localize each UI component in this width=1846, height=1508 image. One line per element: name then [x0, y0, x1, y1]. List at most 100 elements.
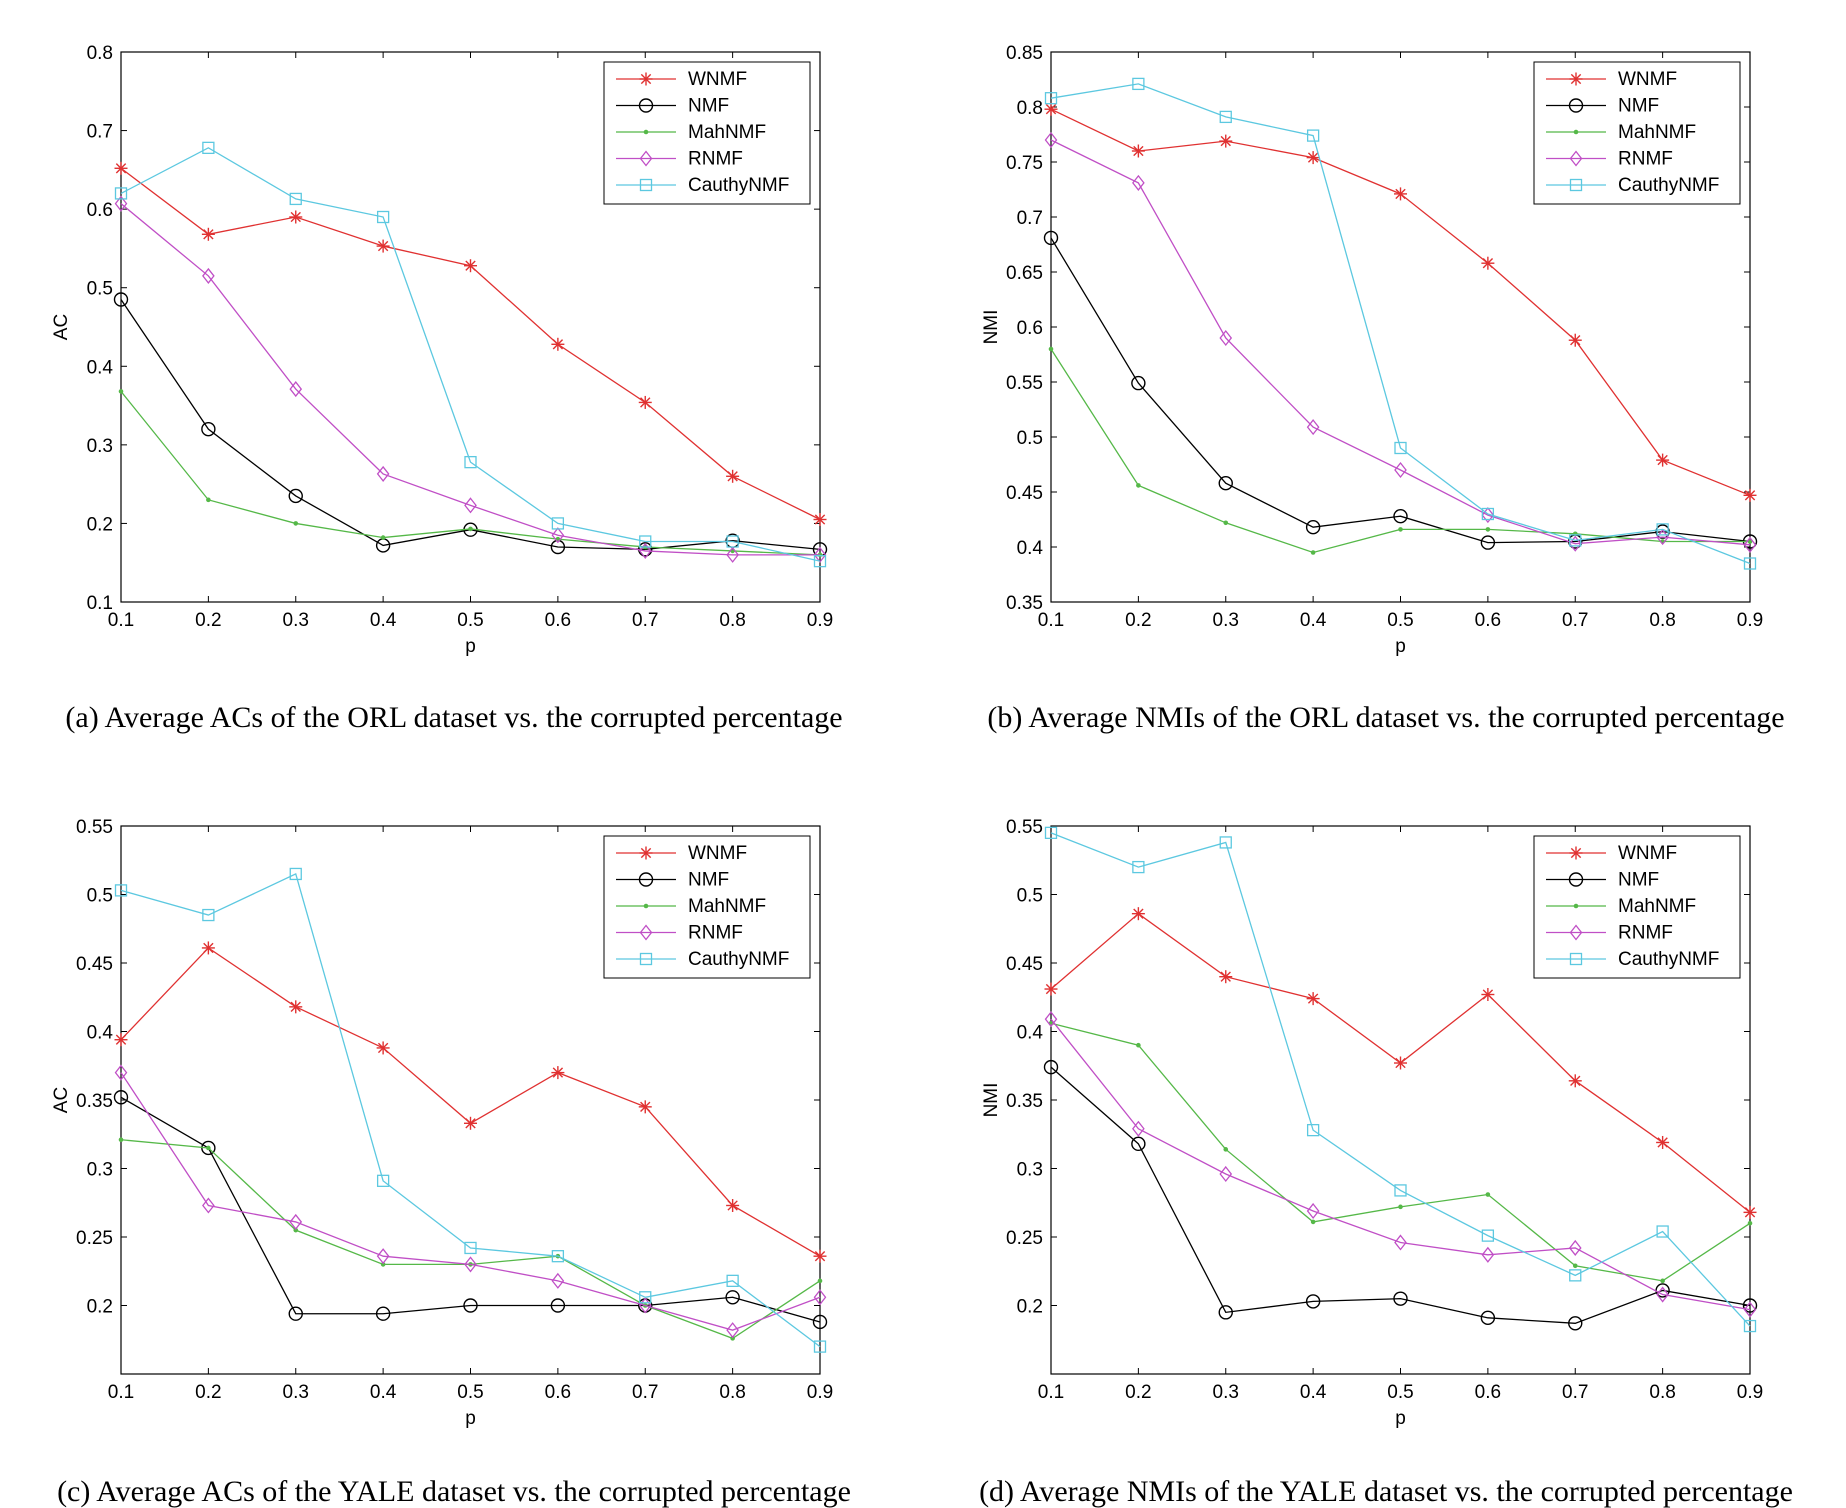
y-tick-label: 0.8 — [1017, 98, 1043, 119]
data-point-rnmf — [464, 497, 477, 514]
data-point-nmf — [1218, 476, 1233, 491]
data-point-nmf — [1131, 1136, 1146, 1152]
legend-label-cauthynmf: CauthyNMF — [1618, 175, 1719, 196]
data-point-mahnmf — [1485, 527, 1491, 532]
legend-label-mahnmf: MahNMF — [1618, 896, 1696, 917]
y-tick-label: 0.55 — [76, 817, 113, 838]
legend: WNMF NMF MahNMF RNMF CauthyNMF — [1533, 61, 1741, 205]
y-tick-label: 0.85 — [1006, 43, 1043, 64]
y-tick-label: 0.5 — [87, 886, 113, 907]
legend: WNMF NMF MahNMF RNMF CauthyNMF — [603, 835, 811, 979]
x-tick-label: 0.1 — [108, 1382, 134, 1403]
legend-marker-rnmf — [639, 150, 653, 167]
data-point-rnmf — [1481, 1246, 1495, 1263]
legend-label-nmf: NMF — [688, 96, 729, 117]
data-point-mahnmf — [380, 1262, 386, 1267]
data-point-rnmf — [114, 1064, 128, 1081]
data-point-rnmf — [813, 546, 827, 563]
legend-label-rnmf: RNMF — [1618, 923, 1673, 944]
data-point-cauthynmf — [1481, 1229, 1495, 1242]
data-point-cauthynmf — [289, 192, 302, 206]
x-tick-label: 0.7 — [1562, 610, 1588, 631]
data-point-rnmf — [1219, 1165, 1233, 1183]
data-point-cauthynmf — [1394, 441, 1407, 455]
data-point-nmf — [1568, 1316, 1583, 1331]
data-point-cauthynmf — [1132, 860, 1145, 874]
series-line-cauthynmf — [120, 147, 821, 562]
series-line-rnmf — [1050, 139, 1751, 546]
x-tick-label: 0.6 — [1475, 1382, 1501, 1403]
data-point-mahnmf — [206, 497, 211, 503]
legend-marker-wnmf — [639, 846, 653, 860]
legend-marker-nmf — [638, 872, 654, 887]
y-tick-label: 0.45 — [1006, 483, 1043, 504]
data-point-cauthynmf — [551, 517, 565, 530]
data-point-nmf — [812, 1314, 828, 1330]
data-point-cauthynmf — [289, 867, 302, 881]
data-point-rnmf — [1394, 461, 1407, 479]
series-line-nmf — [120, 1096, 821, 1323]
data-point-nmf — [288, 488, 303, 504]
y-tick-label: 0.5 — [1017, 428, 1043, 449]
data-point-rnmf — [1132, 174, 1145, 191]
series-cauthynmf — [1044, 77, 1757, 570]
data-point-mahnmf — [293, 1227, 299, 1233]
data-point-wnmf — [1044, 102, 1058, 116]
x-tick-label: 0.2 — [1125, 1382, 1151, 1403]
data-point-nmf — [1480, 1310, 1496, 1326]
data-point-cauthynmf — [813, 554, 827, 568]
data-point-cauthynmf — [1219, 836, 1232, 849]
data-point-wnmf — [1306, 151, 1320, 165]
y-tick-label: 0.55 — [1006, 817, 1043, 838]
caption-a: (a) Average ACs of the ORL dataset vs. t… — [65, 701, 842, 734]
data-point-wnmf — [289, 210, 303, 224]
legend-label-nmf: NMF — [1618, 870, 1659, 891]
data-point-mahnmf — [1398, 1204, 1403, 1210]
x-tick-label: 0.2 — [195, 1382, 221, 1403]
y-axis-label: NMI — [981, 1083, 1002, 1118]
data-point-cauthynmf — [813, 1340, 827, 1353]
legend-label-cauthynmf: CauthyNMF — [1618, 949, 1719, 970]
data-point-wnmf — [1568, 1074, 1582, 1088]
legend-label-rnmf: RNMF — [1618, 149, 1673, 170]
data-point-rnmf — [376, 1248, 390, 1265]
x-tick-label: 0.1 — [1038, 610, 1064, 631]
legend-label-wnmf: WNMF — [688, 843, 747, 864]
data-point-wnmf — [1481, 988, 1495, 1002]
y-tick-label: 0.4 — [87, 1023, 114, 1044]
data-point-cauthynmf — [1044, 92, 1058, 105]
data-point-rnmf — [551, 527, 565, 544]
series-cauthynmf — [1044, 826, 1757, 1333]
data-point-rnmf — [376, 465, 390, 482]
y-axis-label: AC — [51, 1087, 72, 1113]
data-point-rnmf — [1306, 419, 1320, 436]
data-point-rnmf — [202, 267, 215, 284]
data-point-mahnmf — [1747, 1221, 1753, 1226]
data-point-cauthynmf — [551, 1250, 565, 1263]
data-point-nmf — [113, 292, 129, 307]
legend-marker-rnmf — [1569, 150, 1583, 167]
data-point-mahnmf — [1747, 539, 1753, 544]
data-point-mahnmf — [293, 521, 299, 526]
series-rnmf — [1044, 1011, 1757, 1318]
y-tick-label: 0.6 — [1017, 318, 1043, 339]
data-point-cauthynmf — [202, 141, 215, 155]
x-axis-label: p — [465, 636, 476, 657]
legend-box — [603, 61, 811, 205]
caption-c: (c) Average ACs of the YALE dataset vs. … — [57, 1475, 851, 1508]
x-tick-label: 0.4 — [1300, 1382, 1327, 1403]
chart-panel-b: 0.1 0.2 0.3 0.4 0.5 0.6 0.7 0.8 0.9 0.35 0.4 0.45 0.… — [981, 43, 1763, 657]
legend-label-mahnmf: MahNMF — [688, 896, 766, 917]
data-point-nmf — [1742, 1298, 1758, 1313]
data-point-nmf — [201, 421, 216, 437]
data-point-wnmf — [726, 469, 740, 483]
data-point-rnmf — [289, 1213, 303, 1230]
data-point-rnmf — [726, 1322, 739, 1339]
data-point-rnmf — [1656, 1286, 1669, 1303]
y-tick-label: 0.55 — [1006, 373, 1043, 394]
data-point-wnmf — [289, 1000, 303, 1014]
legend-marker-nmf — [1568, 98, 1584, 113]
data-point-wnmf — [376, 1041, 390, 1055]
data-point-nmf — [1393, 509, 1408, 524]
data-point-cauthynmf — [114, 187, 128, 200]
